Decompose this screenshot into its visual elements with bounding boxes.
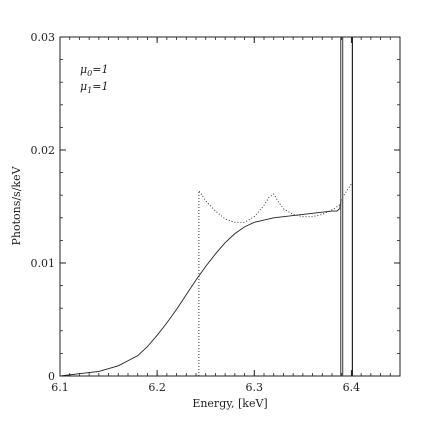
annotation-mu1-subscript: 1: [87, 86, 92, 95]
x-tick-label: 6.3: [246, 381, 264, 394]
annotation-mu0-symbol: μ: [80, 63, 87, 76]
x-tick-label: 6.4: [343, 381, 361, 394]
dotted-series-line: [198, 183, 352, 376]
x-tick-label: 6.2: [148, 381, 166, 394]
annotation-mu1-value: =1: [92, 80, 108, 93]
x-tick-label: 6.1: [51, 381, 69, 394]
x-axis-label: Energy, [keV]: [192, 397, 267, 410]
y-tick-label: 0.02: [31, 144, 56, 157]
y-tick-label: 0.01: [31, 257, 56, 270]
y-tick-label: 0: [48, 370, 55, 383]
annotation-mu1-symbol: μ: [80, 80, 87, 93]
series-layer: [59, 183, 352, 377]
axis-ticks: 6.1 6.2 6.3 6.4 0 0.01 0.02 0.03: [31, 31, 401, 394]
annotation-mu0-value: =1: [92, 63, 108, 76]
annotation-mu0-subscript: 0: [87, 69, 92, 78]
vertical-lines: [340, 37, 353, 376]
y-tick-label: 0.03: [31, 31, 56, 44]
annotation-mu0: μ0=1: [80, 63, 108, 78]
y-axis-label: Photons/s/keV: [10, 165, 23, 245]
plot-frame: [59, 36, 401, 377]
solid-series-line: [59, 200, 342, 377]
annotation-mu1: μ1=1: [80, 80, 108, 95]
